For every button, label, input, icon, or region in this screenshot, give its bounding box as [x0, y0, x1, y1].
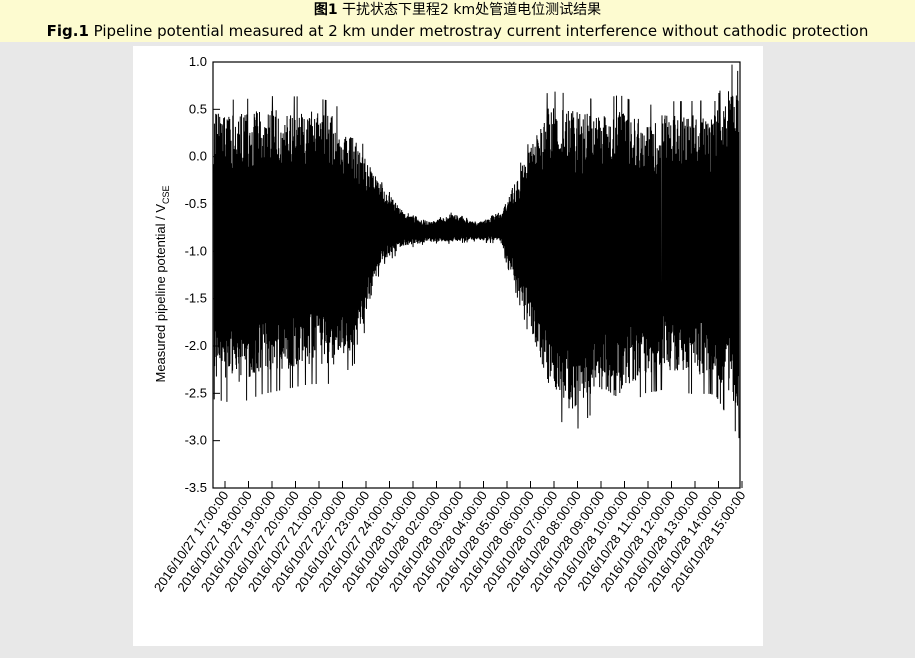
- chart-figure: Measured pipeline potential / VCSE 1.0 0.…: [133, 46, 763, 646]
- y-tick-label: -2.0: [185, 338, 207, 353]
- y-tick-label: -2.5: [185, 385, 207, 400]
- caption-en-prefix: Fig.1: [46, 22, 89, 40]
- y-tick-label: -3.5: [185, 480, 207, 495]
- y-tick-label: -1.5: [185, 291, 207, 306]
- figure-caption: 图1 干扰状态下里程2 km处管道电位测试结果 Fig.1 Pipeline p…: [0, 0, 915, 42]
- caption-en-text: Pipeline potential measured at 2 km unde…: [88, 22, 869, 40]
- series-layer: [213, 64, 740, 439]
- y-tick-label: -0.5: [185, 196, 207, 211]
- series-line: [213, 64, 740, 439]
- chart-svg: Measured pipeline potential / VCSE 1.0 0.…: [151, 54, 749, 594]
- plot-frame: [212, 61, 741, 489]
- y-axis-title-subscript: CSE: [161, 185, 171, 204]
- caption-chinese: 图1 干扰状态下里程2 km处管道电位测试结果: [0, 1, 915, 19]
- y-axis-ticks: 1.0 0.5 0.0 -0.5 -1.0 -1.5 -2.0 -2.5 -3.0 -3.5: [185, 54, 220, 495]
- caption-cn-prefix: 图1: [313, 2, 338, 18]
- y-axis-title-main: Measured pipeline potential / V: [153, 204, 168, 383]
- y-tick-label: 1.0: [189, 54, 207, 69]
- y-tick-label: -1.0: [185, 243, 207, 258]
- y-axis-title: Measured pipeline potential / VCSE: [153, 185, 171, 382]
- svg-text:Measured pipeline potential /: Measured pipeline potential / VCSE: [153, 185, 171, 382]
- caption-english: Fig.1 Pipeline potential measured at 2 k…: [0, 21, 915, 41]
- y-tick-label: 0.5: [189, 101, 207, 116]
- caption-cn-text: 干扰状态下里程2 km处管道电位测试结果: [337, 2, 602, 18]
- y-tick-label: 0.0: [189, 149, 207, 164]
- y-tick-label: -3.0: [185, 433, 207, 448]
